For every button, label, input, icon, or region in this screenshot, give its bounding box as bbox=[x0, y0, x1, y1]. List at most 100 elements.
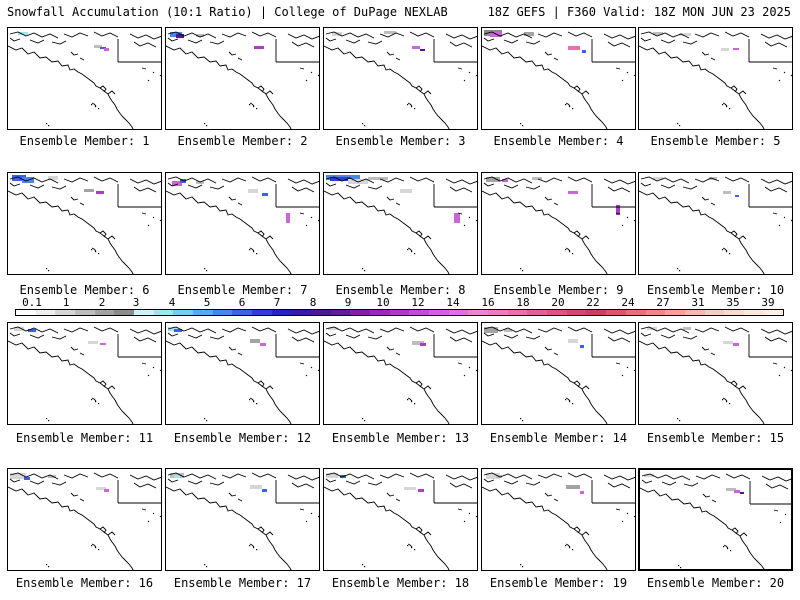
legend-tick-label: 8 bbox=[309, 296, 317, 309]
coastline-border bbox=[615, 212, 629, 219]
coastline-border bbox=[147, 515, 161, 523]
island-dot bbox=[414, 403, 416, 405]
coastline-map bbox=[639, 326, 792, 424]
island-dot bbox=[729, 253, 731, 255]
coastline-border bbox=[483, 182, 541, 190]
island-dot bbox=[253, 106, 255, 108]
snowfall-shading bbox=[568, 339, 578, 343]
coastline-border bbox=[603, 178, 635, 185]
island-dot bbox=[522, 420, 524, 422]
snowfall-shading bbox=[262, 193, 268, 196]
coastline-border bbox=[778, 369, 792, 377]
ensemble-member-map bbox=[7, 322, 162, 425]
island-dot bbox=[407, 249, 409, 251]
legend-tick-label: 39 bbox=[761, 296, 775, 309]
coastline-map bbox=[482, 30, 635, 129]
ensemble-member-map bbox=[481, 172, 636, 275]
coastline-border bbox=[640, 31, 750, 39]
ensemble-member-label: Ensemble Member: 9 bbox=[493, 283, 624, 297]
ensemble-member-map bbox=[481, 27, 636, 130]
snowfall-shading bbox=[733, 343, 739, 346]
coastline-border bbox=[99, 230, 116, 240]
snowfall-shading bbox=[723, 191, 731, 194]
coastline-border bbox=[640, 37, 698, 45]
coastline-border bbox=[559, 371, 608, 424]
coastline-border bbox=[640, 332, 698, 340]
island-dot bbox=[95, 401, 97, 403]
island-dot bbox=[520, 564, 522, 566]
legend-tick-label: 9 bbox=[344, 296, 352, 309]
coastline-border bbox=[299, 508, 313, 515]
snowfall-shading bbox=[326, 473, 338, 478]
snowfall-shading bbox=[568, 191, 578, 194]
coastline-border bbox=[639, 340, 718, 373]
snowfall-shading bbox=[683, 327, 691, 330]
legend-swatch bbox=[665, 310, 685, 315]
coastline-border bbox=[621, 74, 635, 82]
coastline-border bbox=[483, 176, 593, 184]
coastline-border bbox=[166, 190, 245, 223]
island-dot bbox=[364, 270, 366, 272]
ensemble-member-label: Ensemble Member: 13 bbox=[331, 431, 470, 445]
legend-swatch bbox=[370, 310, 390, 315]
coastline-map bbox=[8, 175, 161, 274]
ensemble-member-map bbox=[165, 27, 320, 130]
island-dot bbox=[95, 106, 97, 108]
coastline-border bbox=[483, 326, 593, 334]
coastline-border bbox=[129, 178, 161, 185]
island-dot bbox=[677, 268, 679, 270]
ensemble-member-label: Ensemble Member: 4 bbox=[493, 134, 624, 148]
island-dot bbox=[91, 399, 93, 401]
island-dot bbox=[722, 399, 724, 401]
snowfall-shading bbox=[174, 329, 182, 332]
snowfall-shading bbox=[502, 179, 508, 182]
coastline-border bbox=[463, 369, 477, 377]
island-dot bbox=[249, 399, 251, 401]
snowfall-shading bbox=[104, 48, 109, 51]
island-dot bbox=[520, 418, 522, 420]
coastline-border bbox=[70, 346, 85, 356]
coastline-border bbox=[407, 397, 413, 402]
coastline-border bbox=[607, 186, 631, 193]
legend-tick-label: 24 bbox=[621, 296, 635, 309]
snowfall-shading bbox=[653, 32, 663, 35]
island-dot bbox=[204, 268, 206, 270]
island-dot bbox=[206, 420, 208, 422]
coastline-border bbox=[544, 492, 559, 502]
coastline-border bbox=[717, 518, 765, 569]
coastline-border bbox=[9, 478, 67, 486]
snowfall-shading bbox=[10, 473, 26, 479]
island-dot bbox=[679, 125, 681, 127]
coastline-border bbox=[463, 515, 477, 523]
coastline-border bbox=[760, 178, 792, 185]
island-dot bbox=[414, 108, 416, 110]
coastline-border bbox=[85, 517, 134, 570]
coastline-border bbox=[9, 332, 67, 340]
coastline-map bbox=[166, 472, 319, 570]
coastline-border bbox=[9, 326, 119, 334]
snowfall-shading bbox=[96, 191, 104, 194]
snowfall-shading bbox=[454, 213, 460, 223]
legend-swatch bbox=[409, 310, 430, 315]
legend-tick-label: 10 bbox=[376, 296, 390, 309]
coastline-border bbox=[243, 371, 292, 424]
legend-swatch bbox=[724, 310, 744, 315]
ensemble-member-label: Ensemble Member: 14 bbox=[489, 431, 628, 445]
snowfall-shading bbox=[88, 341, 98, 344]
snowfall-shading bbox=[328, 327, 338, 330]
island-dot bbox=[91, 104, 93, 106]
coastline-border bbox=[287, 474, 319, 481]
island-dot bbox=[572, 549, 574, 551]
island-dot bbox=[46, 564, 48, 566]
coastline-border bbox=[722, 397, 728, 402]
coastline-border bbox=[167, 182, 225, 190]
coastline-border bbox=[133, 482, 157, 489]
coastline-border bbox=[299, 362, 313, 369]
coastline-border bbox=[129, 33, 161, 40]
coastline-border bbox=[401, 371, 450, 424]
coastline-border bbox=[167, 326, 277, 334]
coastline-border bbox=[291, 482, 315, 489]
coastline-border bbox=[167, 472, 277, 480]
coastline-border bbox=[615, 362, 629, 369]
coastline-border bbox=[559, 221, 608, 274]
